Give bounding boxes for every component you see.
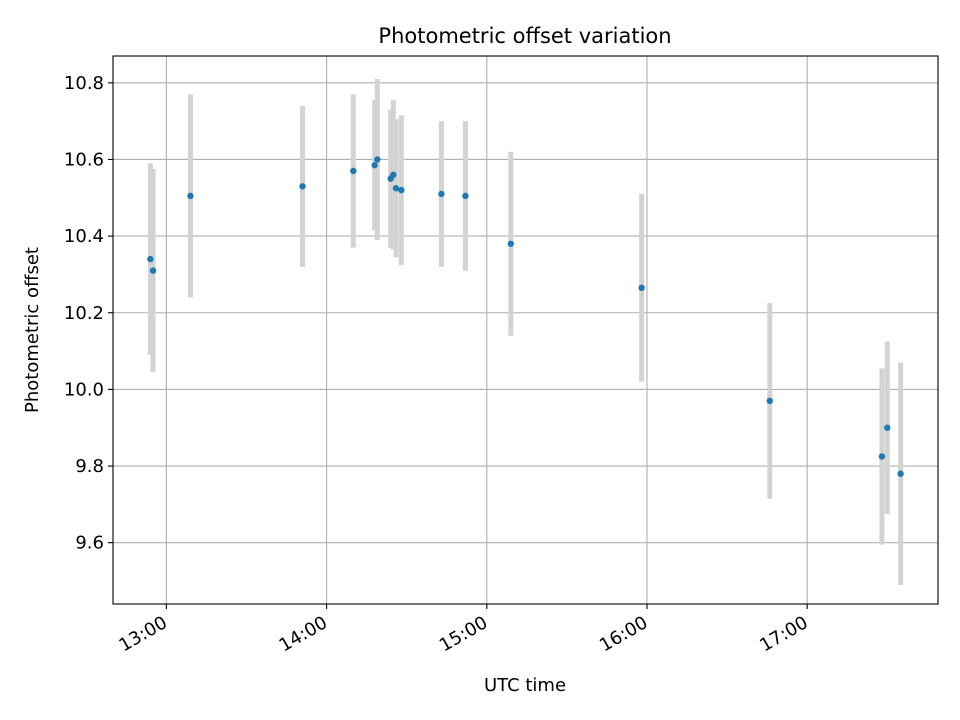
data-point	[390, 171, 397, 178]
y-tick-label: 10.8	[64, 73, 104, 94]
data-point	[149, 267, 157, 274]
y-tick-label: 10.0	[64, 379, 104, 400]
y-axis-title: Photometric offset	[22, 247, 43, 413]
data-point	[897, 470, 904, 477]
data-point	[398, 186, 405, 194]
data-point	[766, 397, 773, 405]
grid	[113, 56, 938, 604]
plot-frame	[112, 55, 939, 605]
data-point	[438, 190, 445, 198]
y-tick-label: 10.4	[64, 226, 104, 247]
plot-area	[113, 56, 938, 604]
data-points	[147, 156, 904, 477]
data-point	[392, 185, 400, 192]
data-point	[462, 192, 469, 200]
y-tick-label: 9.8	[75, 456, 104, 477]
chart-title: Photometric offset variation	[378, 24, 671, 48]
data-point	[878, 453, 886, 460]
data-point	[187, 192, 194, 200]
data-point	[299, 183, 306, 190]
data-point	[371, 162, 378, 169]
y-tick-label: 10.2	[64, 303, 104, 324]
data-point	[507, 240, 515, 247]
data-point	[374, 156, 381, 163]
data-point	[350, 167, 357, 175]
data-point	[638, 284, 645, 292]
y-tick-label: 10.6	[64, 149, 104, 170]
x-axis-title: UTC time	[484, 675, 566, 696]
data-point	[147, 255, 154, 263]
data-point	[884, 424, 891, 431]
y-tick-label: 9.6	[75, 533, 104, 554]
